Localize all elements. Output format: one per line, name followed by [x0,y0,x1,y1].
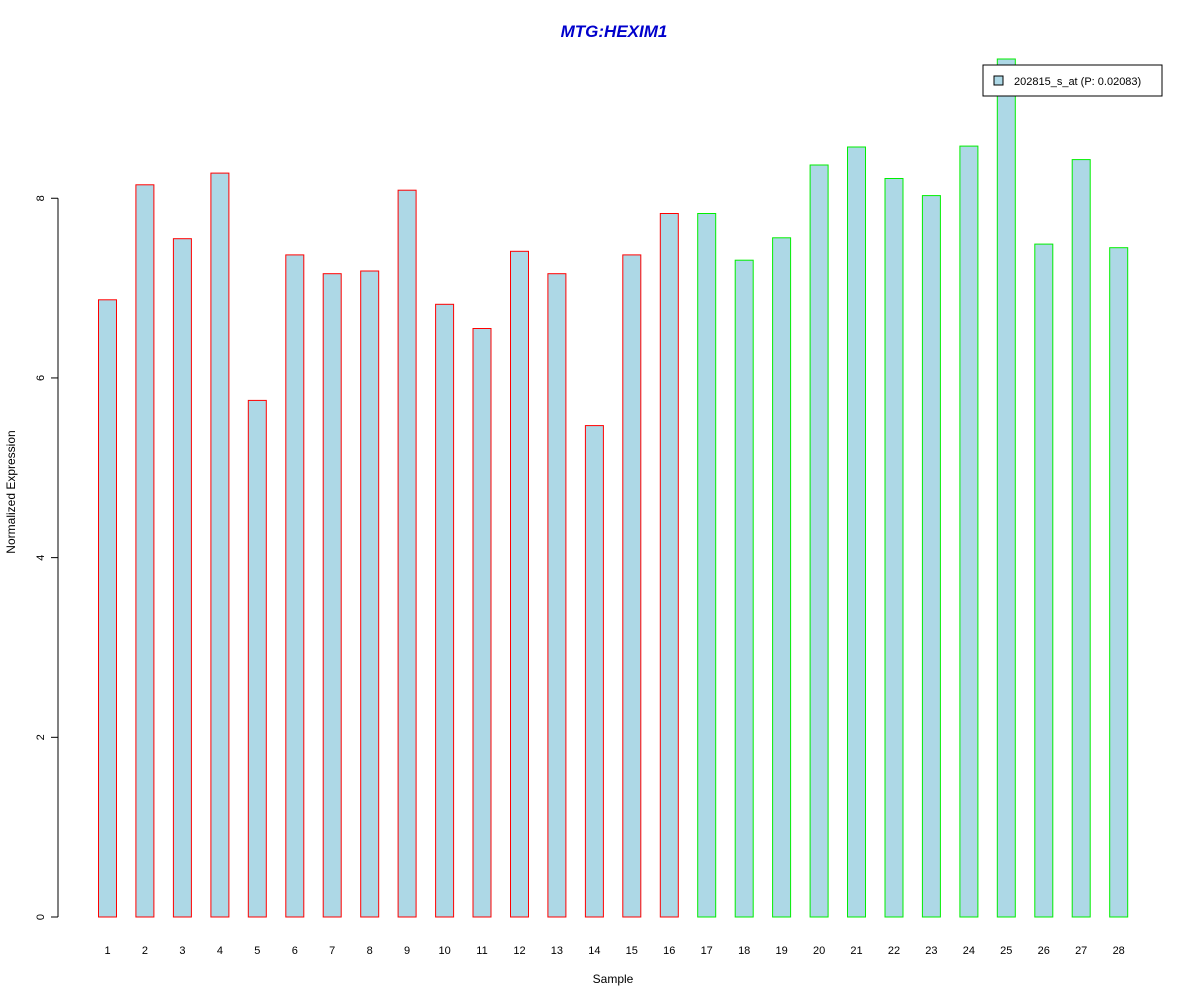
x-tick-label: 22 [888,945,900,957]
bar-sample-27 [1071,159,1091,918]
x-tick-label: 23 [925,945,937,957]
bar-sample-5 [247,399,267,918]
bar-sample-15 [622,254,642,918]
x-tick-label: 25 [1000,945,1012,957]
x-tick-label: 26 [1038,945,1050,957]
x-tick-label: 16 [663,945,675,957]
x-tick-label: 27 [1075,945,1087,957]
x-tick-labels: 1 2 3 4 5 6 7 8 9 10 11 12 13 14 15 16 17 18 19 20 21 22 23 24 2… [104,945,1124,957]
x-tick-label: 9 [404,945,410,957]
x-tick-label: 18 [738,945,750,957]
bar-sample-22 [884,178,904,918]
x-tick-label: 24 [963,945,975,957]
bar-sample-24 [959,145,979,918]
bar-sample-17 [697,213,717,918]
bar-sample-10 [435,303,455,918]
bar-sample-12 [510,250,529,918]
x-tick-label: 21 [850,945,862,957]
bar-sample-1 [98,299,117,918]
bar-sample-25 [996,58,1016,918]
y-tick-label: 4 [35,555,47,561]
x-tick-label: 7 [329,945,335,957]
bar-sample-6 [285,254,305,918]
x-tick-label: 6 [292,945,298,957]
x-axis-label: Sample [593,972,634,986]
bar-sample-11 [472,328,492,918]
bar-sample-20 [809,164,829,918]
x-tick-label: 20 [813,945,825,957]
x-tick-label: 11 [476,945,487,957]
x-tick-label: 14 [588,945,600,957]
x-tick-label: 3 [179,945,185,957]
y-axis: 0 2 4 6 8 [35,195,59,920]
bar-sample-23 [921,195,941,918]
x-tick-label: 12 [513,945,525,957]
bar-sample-4 [210,172,230,918]
y-tick-label: 8 [35,195,47,201]
bar-sample-16 [659,213,679,918]
y-tick-label: 0 [35,914,47,920]
chart-title: MTG:HEXIM1 [561,22,668,41]
x-tick-label: 1 [104,945,110,957]
x-tick-label: 4 [217,945,223,957]
bar-sample-13 [547,273,567,918]
y-tick-label: 6 [35,375,47,381]
y-axis-label: Normalized Expression [4,430,18,553]
x-tick-label: 28 [1113,945,1125,957]
x-tick-label: 2 [142,945,148,957]
bar-sample-7 [322,273,342,918]
x-tick-label: 17 [701,945,713,957]
bar-sample-8 [360,270,380,918]
x-tick-label: 8 [367,945,373,957]
bar-sample-19 [772,237,792,918]
y-tick-label: 2 [35,734,47,740]
x-tick-label: 15 [626,945,638,957]
legend-box [982,64,1163,97]
bar-sample-26 [1034,243,1054,918]
bar-sample-9 [397,189,417,918]
bar-sample-18 [734,259,754,918]
bars [98,58,1129,918]
x-tick-label: 19 [775,945,787,957]
legend: 202815_s_at (P: 0.02083) [982,64,1163,97]
bar-sample-14 [584,425,604,918]
x-tick-label: 13 [551,945,563,957]
x-tick-label: 10 [438,945,450,957]
legend-swatch [993,75,1004,86]
bar-sample-3 [172,238,192,918]
legend-label: 202815_s_at (P: 0.02083) [1014,76,1141,88]
bar-sample-21 [847,146,866,918]
x-tick-label: 5 [254,945,260,957]
bar-sample-28 [1109,247,1129,918]
bar-sample-2 [135,184,155,918]
